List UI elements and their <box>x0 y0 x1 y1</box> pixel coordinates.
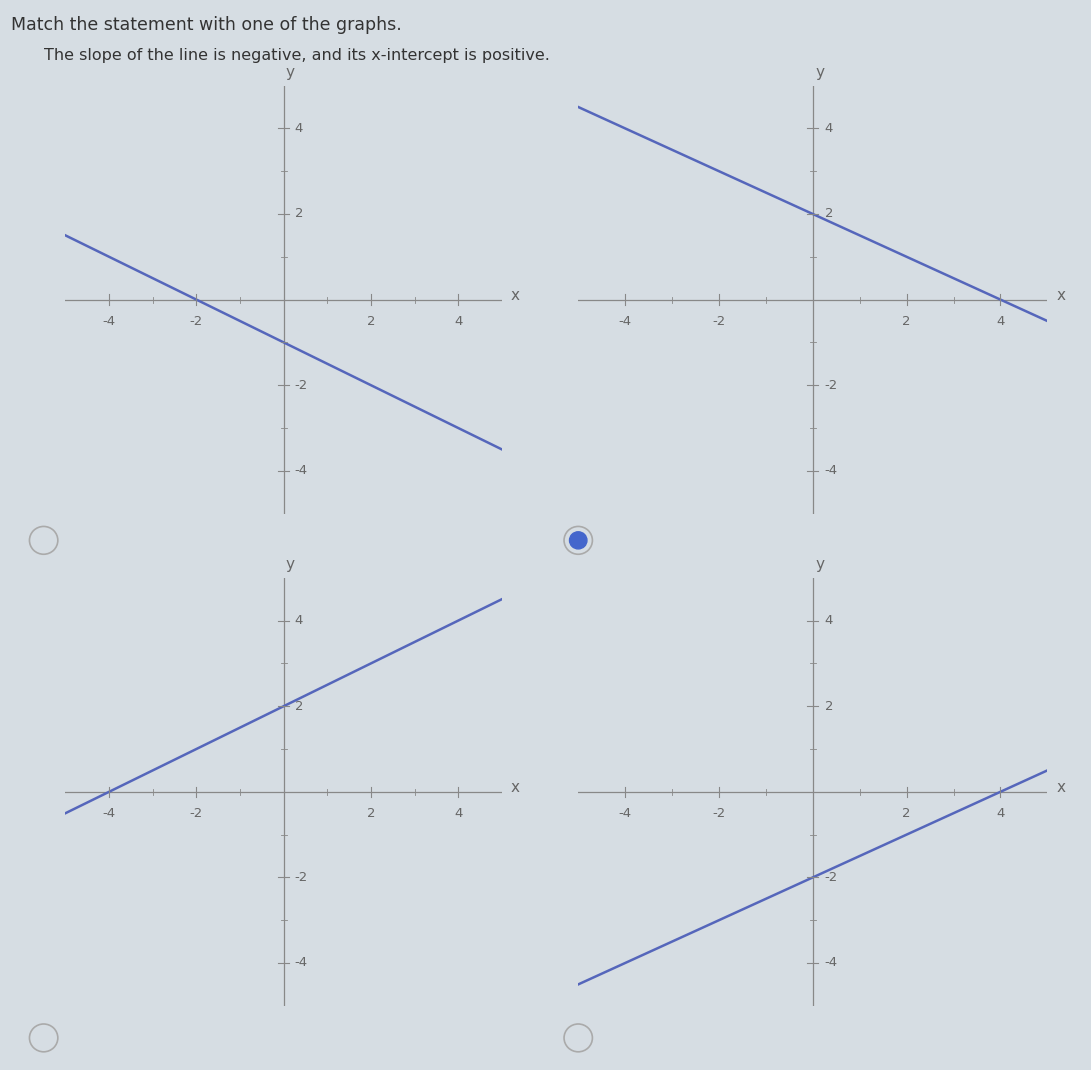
Text: -4: -4 <box>103 807 116 820</box>
Text: 2: 2 <box>825 700 834 713</box>
Text: -4: -4 <box>825 464 838 477</box>
Text: x: x <box>511 780 519 795</box>
Text: 4: 4 <box>454 315 463 327</box>
Text: x: x <box>1057 780 1066 795</box>
Text: -2: -2 <box>295 379 308 392</box>
Text: -4: -4 <box>619 807 632 820</box>
Text: 4: 4 <box>295 614 303 627</box>
Text: -4: -4 <box>825 957 838 969</box>
Text: The slope of the line is negative, and its x-intercept is positive.: The slope of the line is negative, and i… <box>44 48 550 63</box>
Text: -2: -2 <box>295 871 308 884</box>
Text: 4: 4 <box>825 122 832 135</box>
Text: -2: -2 <box>712 315 726 327</box>
Text: -2: -2 <box>825 379 838 392</box>
Text: -2: -2 <box>825 871 838 884</box>
Text: x: x <box>511 288 519 303</box>
Text: 4: 4 <box>454 807 463 820</box>
Text: -4: -4 <box>295 957 308 969</box>
Text: 2: 2 <box>902 807 911 820</box>
Text: y: y <box>815 65 825 80</box>
Text: 4: 4 <box>996 807 1005 820</box>
Text: 2: 2 <box>825 208 834 220</box>
Text: -2: -2 <box>190 315 203 327</box>
Text: y: y <box>286 65 295 80</box>
Text: 4: 4 <box>996 315 1005 327</box>
Text: 4: 4 <box>825 614 832 627</box>
Text: y: y <box>815 557 825 572</box>
Text: -2: -2 <box>190 807 203 820</box>
Text: 2: 2 <box>902 315 911 327</box>
Text: -4: -4 <box>619 315 632 327</box>
Text: x: x <box>1057 288 1066 303</box>
Text: Match the statement with one of the graphs.: Match the statement with one of the grap… <box>11 16 401 34</box>
Text: 2: 2 <box>295 700 303 713</box>
Text: 4: 4 <box>295 122 303 135</box>
Text: -4: -4 <box>103 315 116 327</box>
Text: 2: 2 <box>295 208 303 220</box>
Text: 2: 2 <box>367 315 375 327</box>
Text: 2: 2 <box>367 807 375 820</box>
Text: y: y <box>286 557 295 572</box>
Text: -2: -2 <box>712 807 726 820</box>
Text: -4: -4 <box>295 464 308 477</box>
